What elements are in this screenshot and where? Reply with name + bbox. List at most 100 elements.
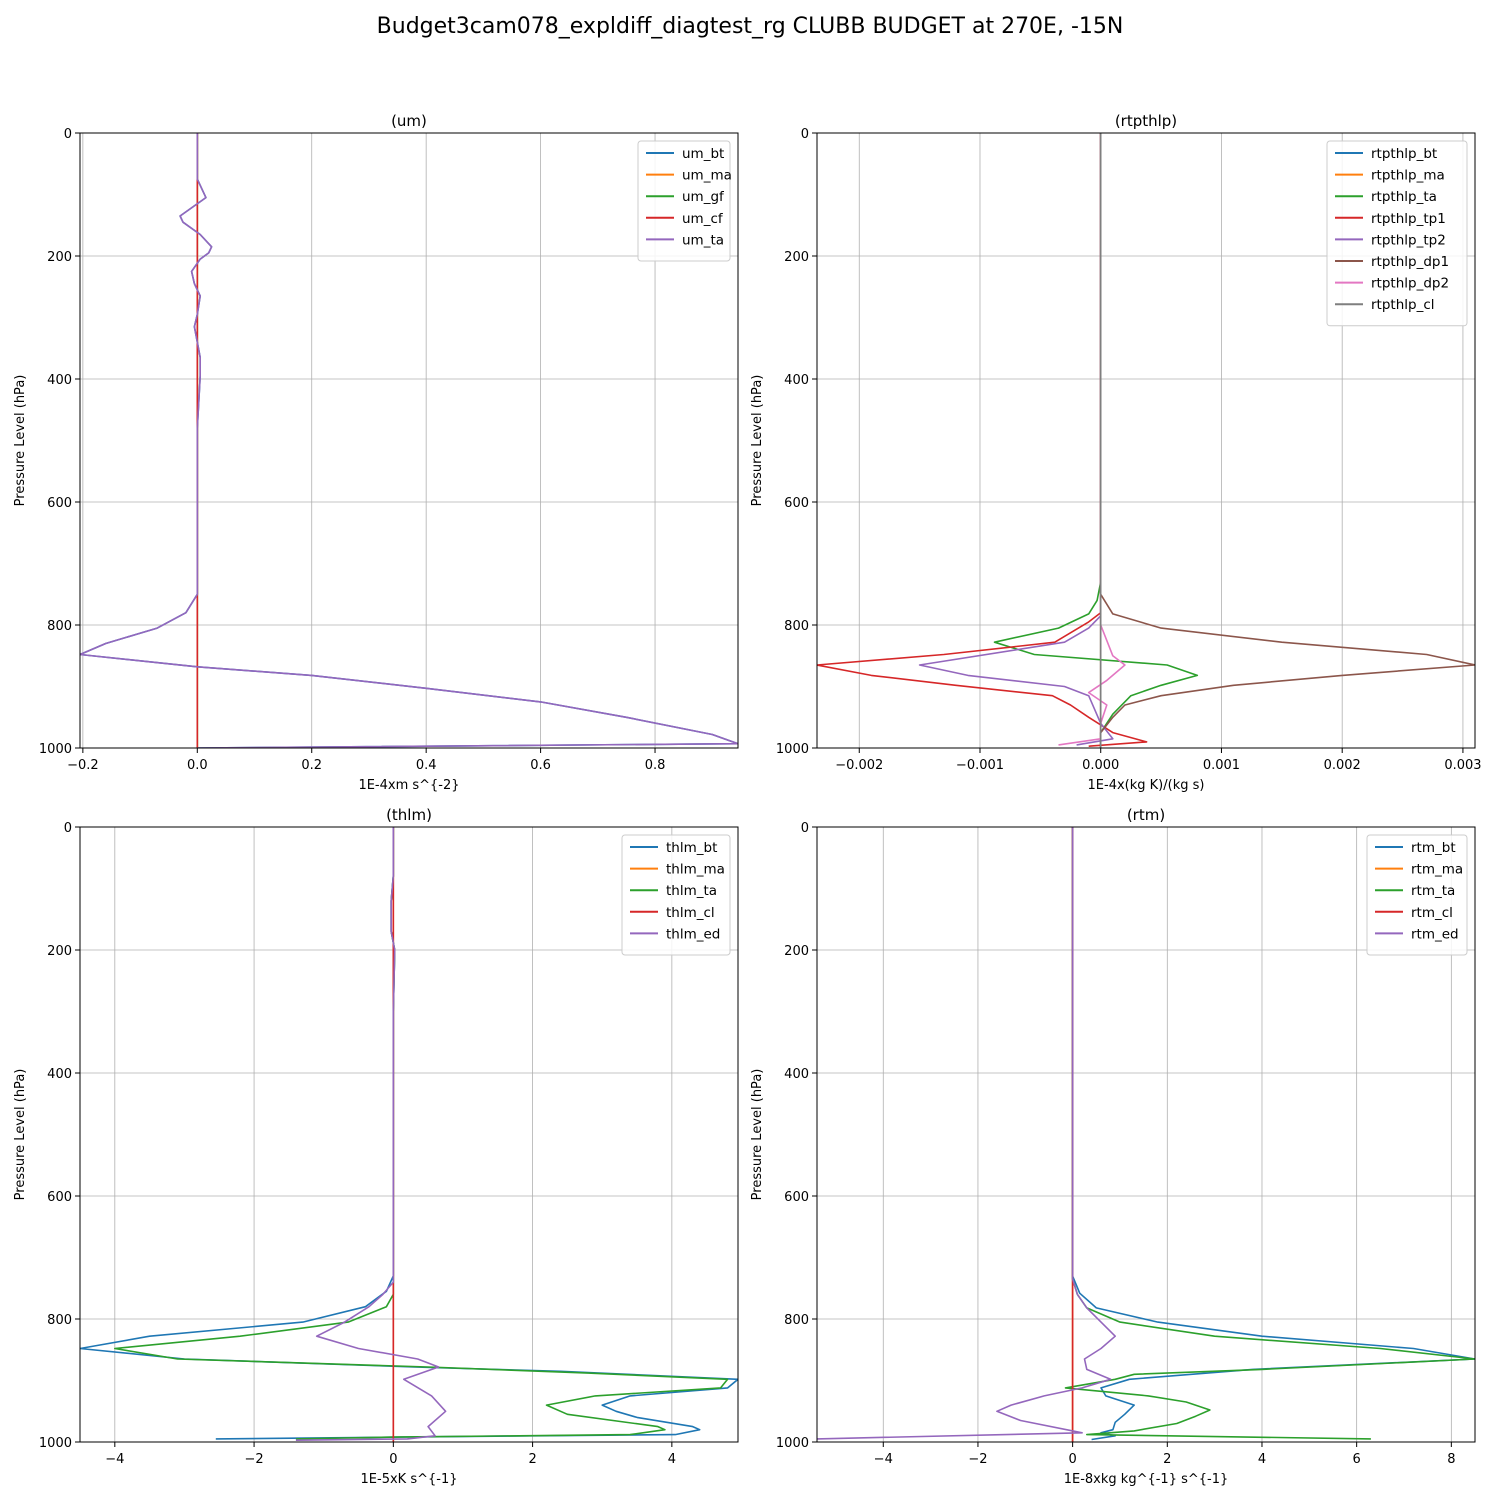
y-tick-label: 400 [47, 1067, 72, 1082]
x-tick-label: 0.6 [530, 758, 551, 773]
legend-entry: rtm_ta [1411, 883, 1455, 899]
y-tick-label: 400 [47, 373, 72, 388]
legend-entry: rtm_cl [1411, 905, 1453, 921]
y-tick-label: 600 [47, 496, 72, 511]
series-line-rtpthlp_tp2 [918, 133, 1114, 746]
axes-frame [816, 132, 1476, 749]
chart-title: (thlm) [386, 806, 432, 824]
y-tick-label: 0 [801, 821, 809, 836]
y-tick-label: 600 [784, 1190, 809, 1205]
y-tick-label: 1000 [39, 1436, 72, 1451]
legend-entry: um_ma [682, 168, 732, 184]
y-tick-label: 600 [47, 1190, 72, 1205]
y-tick-label: 1000 [39, 742, 72, 757]
x-tick-label: 8 [1447, 1452, 1455, 1467]
legend-box [621, 834, 731, 956]
legend-entry: rtm_ma [1411, 862, 1463, 878]
legend-entry: rtpthlp_tp1 [1371, 211, 1446, 227]
axes-frame [816, 826, 1476, 1443]
y-tick-label: 0 [801, 127, 809, 142]
legend-box [1326, 140, 1468, 327]
x-axis-label: 1E-4xm s^{-2} [358, 778, 459, 793]
x-tick-label: 2 [528, 1452, 536, 1467]
y-tick-label: 1000 [776, 1436, 809, 1451]
x-tick-label: 2 [1163, 1452, 1171, 1467]
y-tick-label: 800 [47, 1313, 72, 1328]
y-tick-label: 200 [784, 250, 809, 265]
legend-entry: rtpthlp_ta [1371, 189, 1437, 205]
x-tick-label: 0.4 [416, 758, 437, 773]
y-tick-label: 800 [47, 619, 72, 634]
chart-title: (um) [391, 112, 427, 130]
legend-box [637, 140, 731, 262]
chart-panel-1: −0.002 −0.001 0.000 0.001 0.002 0.003 0 200 400 6… [750, 112, 1482, 793]
legend: rtm_bt rtm_ma rtm_ta rtm_cl rtm_ed [1366, 834, 1468, 956]
legend-entry: thlm_ed [666, 926, 720, 942]
x-tick-label: −0.001 [956, 758, 1004, 773]
x-tick-label: −0.2 [67, 758, 99, 773]
series-line-thlm_ed [295, 827, 447, 1441]
y-tick-label: 800 [784, 619, 809, 634]
chart-title: (rtpthlp) [1115, 112, 1177, 130]
x-axis-label: 1E-4x(kg K)/(kg s) [1088, 778, 1205, 793]
y-tick-label: 0 [64, 127, 72, 142]
x-tick-label: −4 [105, 1452, 124, 1467]
x-tick-label: 0.002 [1324, 758, 1361, 773]
y-tick-label: 400 [784, 373, 809, 388]
x-tick-label: −2 [244, 1452, 263, 1467]
series-group [80, 827, 738, 1442]
chart-title: (rtm) [1127, 806, 1165, 824]
legend-entry: rtm_bt [1411, 840, 1456, 856]
x-tick-label: 0 [1068, 1452, 1076, 1467]
x-tick-label: −0.002 [835, 758, 883, 773]
legend-entry: um_ta [682, 232, 724, 248]
y-tick-label: 200 [784, 944, 809, 959]
y-tick-label: 400 [784, 1067, 809, 1082]
x-tick-label: −2 [968, 1452, 987, 1467]
y-tick-label: 1000 [776, 742, 809, 757]
y-tick-label: 200 [47, 944, 72, 959]
x-tick-label: 0.000 [1082, 758, 1119, 773]
legend-entry: rtpthlp_bt [1371, 146, 1437, 162]
legend-entry: rtm_ed [1411, 926, 1459, 942]
axes-frame [79, 826, 739, 1443]
y-axis-label: Pressure Level (hPa) [750, 1069, 765, 1201]
legend-entry: rtpthlp_tp2 [1371, 232, 1446, 248]
x-tick-label: 0.001 [1203, 758, 1240, 773]
x-tick-label: 0.8 [645, 758, 666, 773]
series-line-rtm_bt [1071, 827, 1475, 1441]
y-tick-label: 800 [784, 1313, 809, 1328]
legend: rtpthlp_bt rtpthlp_ma rtpthlp_ta rtpthlp_tp… [1326, 140, 1468, 327]
x-tick-label: 4 [668, 1452, 676, 1467]
legend-entry: um_cf [682, 211, 724, 227]
legend-entry: um_bt [682, 146, 724, 162]
x-tick-label: 0.0 [187, 758, 208, 773]
chart-panel-3: −4 −2 0 2 4 6 8 0 200 400 600 800 1000 (rtm) 1E-8xkg k… [750, 806, 1476, 1487]
series-line-rtm_ed [817, 827, 1116, 1440]
series-line-rtpthlp_ta [993, 133, 1199, 748]
legend-entry: rtpthlp_dp2 [1371, 276, 1449, 292]
x-tick-label: −4 [874, 1452, 893, 1467]
x-tick-label: 0 [389, 1452, 397, 1467]
legend-entry: rtpthlp_cl [1371, 297, 1435, 313]
series-line-rtm_ta [1064, 827, 1475, 1440]
y-axis-label: Pressure Level (hPa) [750, 375, 765, 507]
x-tick-label: 0.2 [301, 758, 322, 773]
legend-entry: thlm_bt [666, 840, 717, 856]
legend-box [1366, 834, 1468, 956]
series-group [80, 133, 738, 748]
chart-panel-0: −0.2 0.0 0.2 0.4 0.6 0.8 0 200 400 600 800 1000 (um)… [13, 112, 739, 793]
series-line-rtpthlp_tp1 [817, 133, 1148, 747]
series-line-rtpthlp_dp1 [1099, 133, 1475, 748]
legend-entry: thlm_ma [666, 862, 725, 878]
legend-entry: um_gf [682, 189, 725, 205]
x-axis-label: 1E-5xK s^{-1} [361, 1472, 458, 1487]
legend: um_bt um_ma um_gf um_cf um_ta [637, 140, 732, 262]
y-tick-label: 600 [784, 496, 809, 511]
x-axis-label: 1E-8xkg kg^{-1} s^{-1} [1064, 1472, 1229, 1487]
series-line-rtpthlp_dp2 [1058, 133, 1126, 746]
figure-title: Budget3cam078_expldiff_diagtest_rg CLUBB… [376, 14, 1124, 39]
y-tick-label: 0 [64, 821, 72, 836]
legend-entry: thlm_cl [666, 905, 715, 921]
